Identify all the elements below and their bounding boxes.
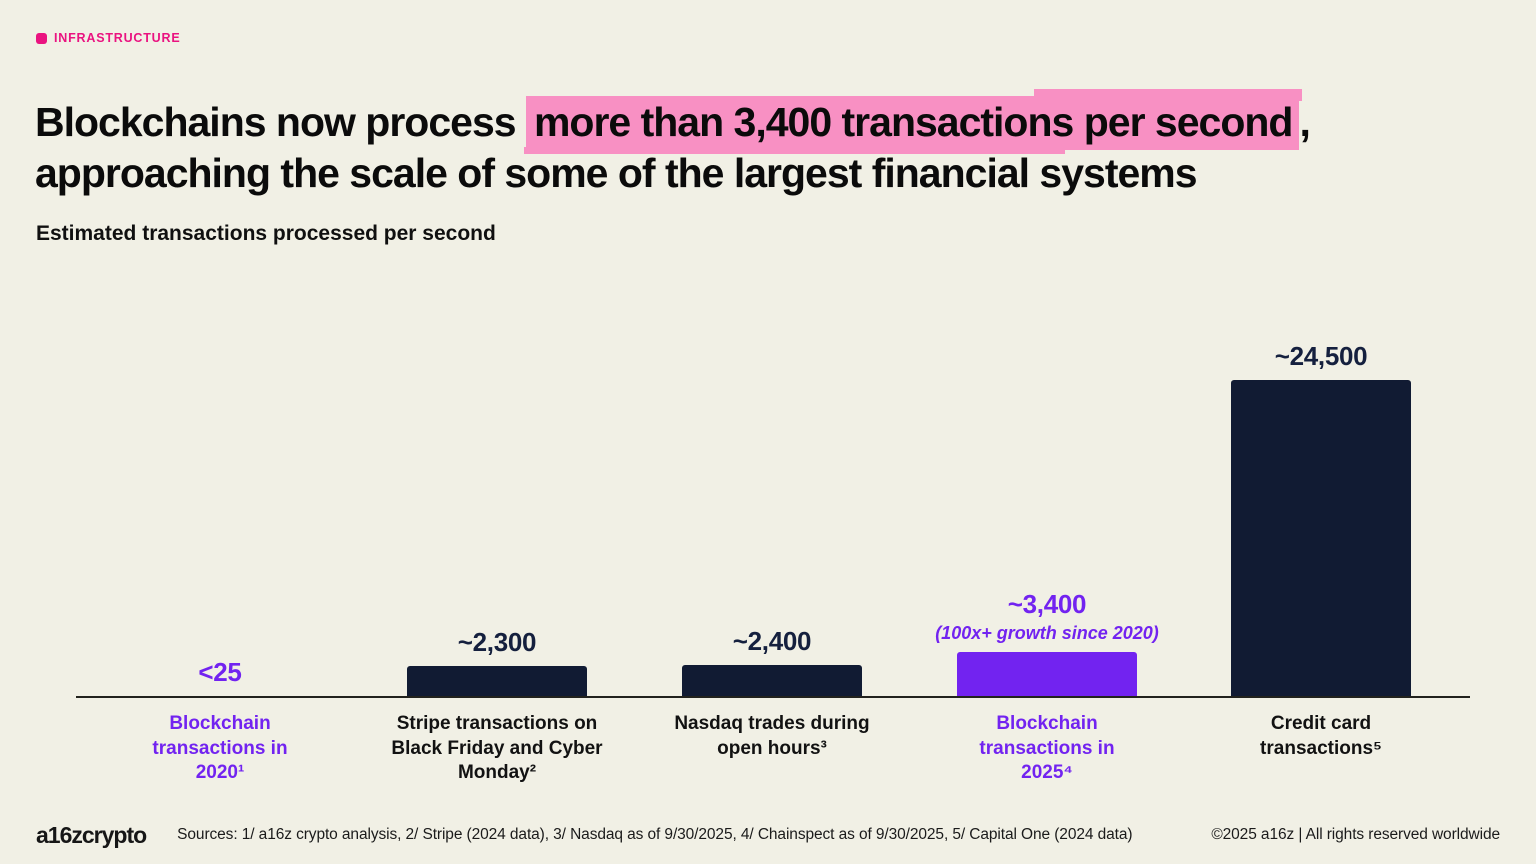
- bar-category-label: Credit card transactions⁵: [1260, 713, 1382, 759]
- bar-value-label: ~2,300: [457, 627, 537, 657]
- headline-comma: ,: [1299, 99, 1310, 146]
- bar-category-label: Nasdaq trades during open hours³: [674, 713, 870, 759]
- x-axis-line: [76, 696, 1470, 698]
- bar-value-block: ~2,300: [357, 627, 637, 658]
- bar-value-label: ~24,500: [1274, 341, 1368, 371]
- tag-label: INFRASTRUCTURE: [54, 31, 181, 45]
- bar-value-block: <25: [80, 657, 360, 688]
- bar-growth-annotation: (100x+ growth since 2020): [935, 623, 1159, 643]
- bar-value-label: ~3,400: [1007, 589, 1087, 619]
- bar-category-label: Blockchain transactions in 2025⁴: [979, 713, 1115, 783]
- a16zcrypto-logo: a16zcrypto: [36, 821, 147, 848]
- chart-subtitle: Estimated transactions processed per sec…: [36, 222, 496, 246]
- bar: [407, 666, 587, 696]
- bar-value-block: ~24,500: [1181, 341, 1461, 372]
- headline-line2: approaching the scale of some of the lar…: [35, 150, 1198, 197]
- bar-value-label: <25: [198, 657, 242, 687]
- bar-category-label: Stripe transactions on Black Friday and …: [391, 713, 603, 783]
- bar: [682, 665, 862, 696]
- bar: [1231, 380, 1411, 696]
- bar-value-block: ~2,400: [632, 626, 912, 657]
- headline: Blockchains now process more than 3,400 …: [35, 96, 1501, 199]
- bar-value-block: ~3,400 (100x+ growth since 2020): [907, 589, 1187, 644]
- footer: a16zcrypto Sources: 1/ a16z crypto analy…: [36, 818, 1500, 852]
- headline-highlight: more than 3,400 transactions per second: [525, 96, 1300, 151]
- bar-category-label: Blockchain transactions in 2020¹: [152, 713, 288, 783]
- bar-value-label: ~2,400: [732, 626, 812, 656]
- copyright-text: ©2025 a16z | All rights reserved worldwi…: [1211, 826, 1500, 843]
- tag-square-icon: [36, 32, 47, 44]
- bar: [957, 652, 1137, 696]
- headline-pre: Blockchains now process: [35, 99, 526, 146]
- category-tag: INFRASTRUCTURE: [36, 31, 180, 45]
- sources-text: Sources: 1/ a16z crypto analysis, 2/ Str…: [177, 826, 1133, 843]
